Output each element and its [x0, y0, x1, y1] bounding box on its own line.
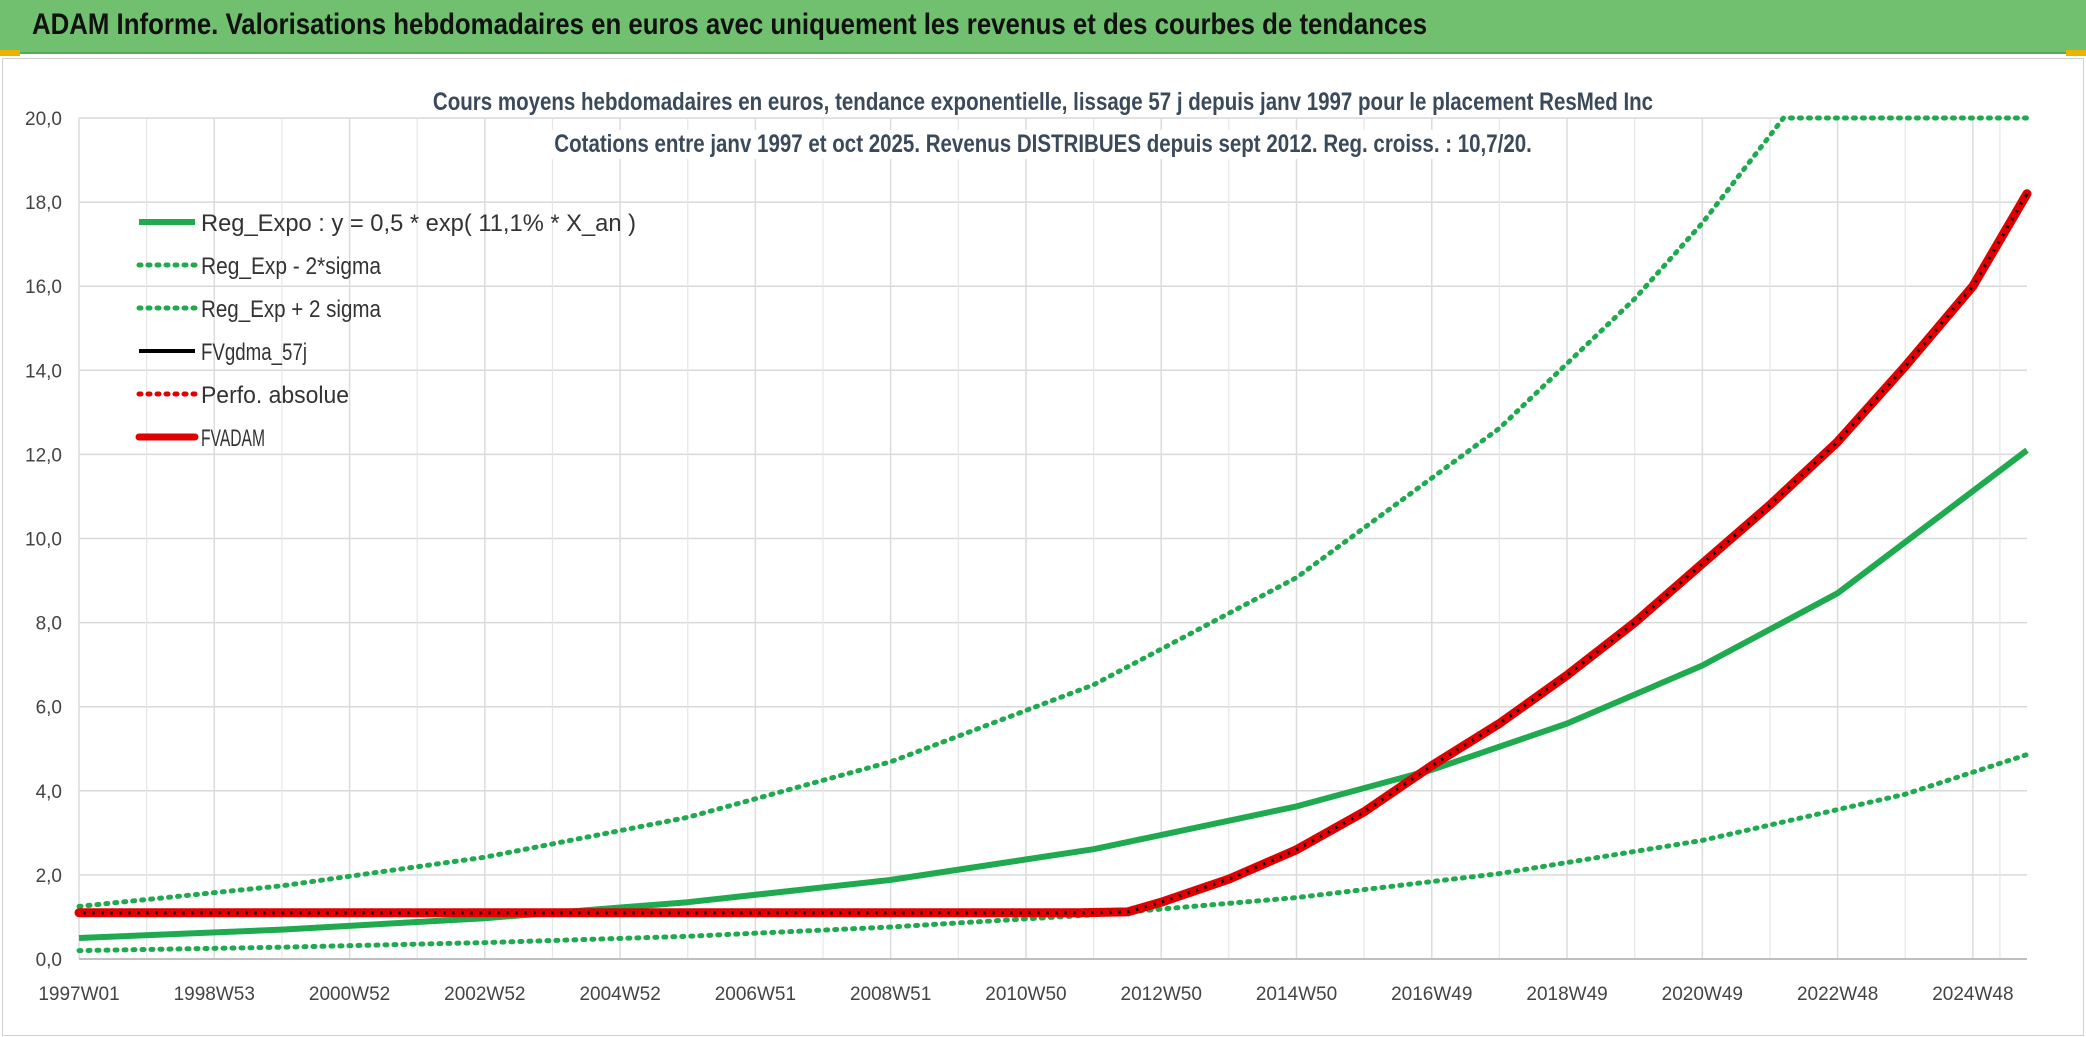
y-axis: 0,0 2,0 4,0 6,0 8,0 10,0 12,0 14,0 16,0 18,0 20,0	[25, 109, 62, 971]
chart-series	[74, 115, 2032, 954]
x-tick-label: 2004W52	[579, 984, 660, 1005]
chart-grid	[78, 117, 2027, 960]
y-tick-label: 2,0	[36, 866, 62, 887]
x-tick-label: 2014W50	[1256, 984, 1337, 1005]
x-tick-label: 2002W52	[444, 984, 525, 1005]
chart-subtitle: Cotations entre janv 1997 et oct 2025. R…	[0, 130, 2086, 159]
legend-label: Reg_Exp - 2*sigma	[201, 253, 382, 280]
x-tick-label: 2010W50	[985, 984, 1066, 1005]
x-tick-label: 2016W49	[1391, 984, 1472, 1005]
y-tick-label: 18,0	[25, 193, 62, 214]
x-tick-label: 1997W01	[38, 984, 119, 1005]
series-line	[76, 191, 2030, 916]
banner-accent-right	[2066, 50, 2086, 56]
x-tick-label: 2006W51	[715, 984, 796, 1005]
y-tick-label: 6,0	[36, 698, 62, 719]
x-tick-label: 2024W48	[1932, 984, 2013, 1005]
x-tick-label: 2008W51	[850, 984, 931, 1005]
x-tick-label: 2022W48	[1797, 984, 1878, 1005]
x-tick-label: 1998W53	[174, 984, 255, 1005]
legend-label: FVgdma_57j	[201, 339, 307, 366]
x-tick-label: 2020W49	[1662, 984, 1743, 1005]
x-tick-label: 2012W50	[1121, 984, 1202, 1005]
x-tick-label: 2000W52	[309, 984, 390, 1005]
legend-label: Reg_Expo : y = 0,5 * exp( 11,1% * X_an )	[201, 210, 636, 237]
y-tick-label: 12,0	[25, 445, 62, 466]
series-line	[78, 447, 2029, 941]
chart-title: Cours moyens hebdomadaires en euros, ten…	[0, 88, 2086, 117]
banner-accent-left	[0, 50, 20, 56]
y-tick-label: 8,0	[36, 614, 62, 635]
y-tick-label: 20,0	[25, 109, 62, 130]
y-tick-label: 10,0	[25, 530, 62, 551]
report-banner: ADAM Informe. Valorisations hebdomadaire…	[0, 0, 2086, 54]
legend-label: Reg_Exp + 2 sigma	[201, 296, 382, 323]
chart-legend: Reg_Expo : y = 0,5 * exp( 11,1% * X_an )…	[135, 210, 636, 452]
report-title: ADAM Informe. Valorisations hebdomadaire…	[32, 8, 1428, 41]
y-tick-label: 0,0	[36, 950, 62, 971]
y-tick-label: 16,0	[25, 277, 62, 298]
series-line	[76, 115, 2030, 909]
y-tick-label: 14,0	[25, 361, 62, 382]
legend-label: Perfo. absolue	[201, 382, 349, 409]
y-tick-label: 4,0	[36, 782, 62, 803]
x-axis: 1997W01 1998W53 2000W52 2002W52 2004W52 2006W…	[38, 984, 2013, 1005]
legend-label: FVADAM	[201, 425, 265, 452]
x-tick-label: 2018W49	[1526, 984, 1607, 1005]
